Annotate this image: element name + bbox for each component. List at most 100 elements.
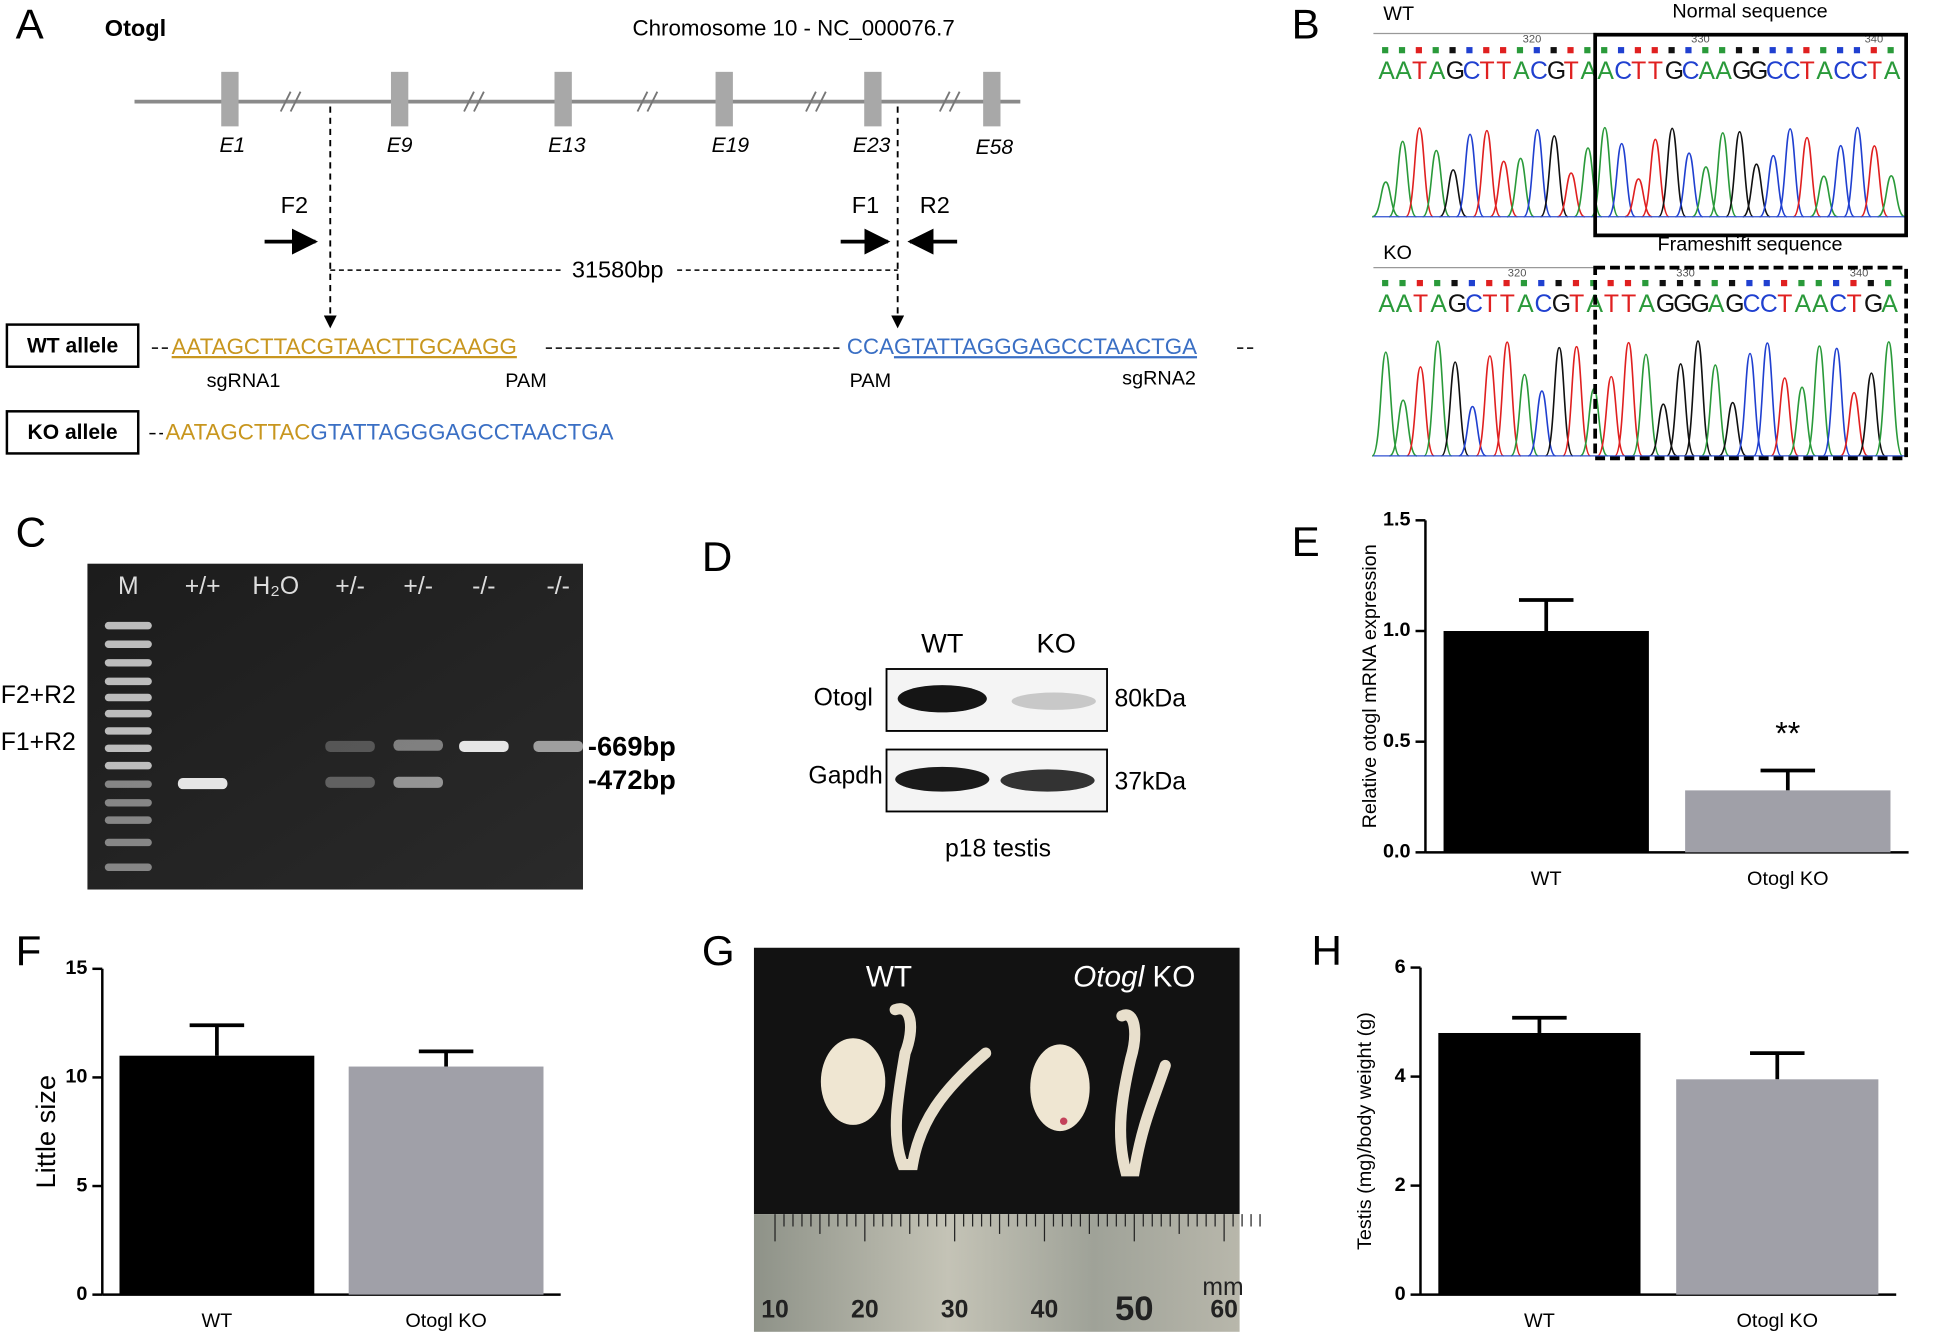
peak	[1475, 355, 1505, 457]
ruler	[753, 1214, 1240, 1332]
band	[177, 778, 228, 790]
base: C	[1743, 290, 1761, 317]
base-dot	[1466, 47, 1473, 54]
base: C	[1682, 57, 1700, 84]
primer-label: F2	[281, 192, 308, 218]
peak	[1596, 375, 1626, 457]
exon	[554, 71, 572, 127]
ladder-band	[104, 799, 152, 807]
base-dot	[1867, 279, 1874, 287]
base-dot	[1601, 47, 1608, 54]
base-dot	[1887, 47, 1894, 54]
peak	[1792, 136, 1822, 218]
weight-label: 80kDa	[1114, 686, 1186, 713]
y-tick-label: 2	[1395, 1174, 1406, 1196]
peak	[1489, 160, 1518, 218]
panel-label: F	[16, 927, 42, 974]
peak	[1421, 149, 1451, 218]
base-dot	[1659, 279, 1666, 287]
base-dot	[1555, 279, 1562, 287]
y-tick-label: 0.5	[1383, 730, 1411, 752]
break-mark	[279, 91, 961, 112]
pam: CCA	[847, 334, 894, 359]
band	[533, 740, 583, 753]
base-dot	[1885, 279, 1892, 287]
lane-labels: M +/+ H₂O +/- +/- -/- -/-	[118, 573, 570, 600]
base-dot	[1398, 47, 1406, 54]
panel-label: C	[16, 508, 46, 555]
peak	[1657, 127, 1687, 218]
peak	[1562, 345, 1591, 457]
base: G	[1446, 57, 1465, 84]
base-dot	[1584, 47, 1591, 54]
band	[1000, 769, 1095, 792]
base-dot	[1486, 279, 1493, 287]
base-dot	[1449, 47, 1456, 54]
peak	[1839, 391, 1869, 457]
base: T	[1496, 57, 1511, 84]
base-dot	[1500, 47, 1507, 54]
trace-label: WT	[1383, 3, 1414, 25]
exon-label: E23	[853, 134, 891, 157]
y-tick-label: 0	[1395, 1283, 1406, 1305]
base: C	[1850, 57, 1868, 84]
base: A	[1795, 290, 1812, 317]
sequence: CCAGTATTAGGGAGCCTAACTGA	[847, 334, 1197, 359]
base: T	[1500, 290, 1515, 317]
base-dot	[1432, 47, 1439, 54]
panel-label: H	[1311, 927, 1341, 974]
base: G	[1732, 57, 1751, 84]
seq-note: PAM	[505, 370, 546, 392]
base-dot	[1651, 47, 1658, 54]
base-dot	[1634, 47, 1641, 54]
sequence-right: GTATTAGGGAGCCTAACTGA	[310, 420, 613, 445]
bar	[348, 1066, 544, 1295]
peak	[1700, 364, 1730, 457]
x-tick-label: WT	[1524, 1310, 1555, 1332]
peak	[1752, 342, 1782, 457]
x-tick-label: Otogl KO	[1737, 1310, 1819, 1332]
exon-label: E13	[548, 134, 586, 157]
base: A	[1639, 290, 1656, 317]
breaks	[279, 91, 961, 112]
base: A	[1396, 290, 1413, 317]
base: T	[1648, 57, 1663, 84]
base: T	[1777, 290, 1792, 317]
allele-box	[5, 410, 140, 455]
position-label: 340	[1850, 268, 1869, 280]
ladder-band	[104, 727, 152, 735]
base: C	[1833, 57, 1851, 84]
base-dot	[1763, 279, 1770, 287]
y-axis-label: Little size	[30, 1075, 61, 1189]
ruler-label: 20	[851, 1296, 879, 1323]
base-dot	[1416, 279, 1423, 287]
band	[325, 776, 375, 788]
base: A	[1816, 57, 1833, 84]
peak	[1666, 363, 1696, 457]
ladder-band	[104, 640, 152, 648]
x-tick-label: Otogl KO	[1747, 868, 1829, 890]
base: A	[1715, 57, 1732, 84]
highlight-box	[1593, 265, 1908, 461]
peak	[1725, 130, 1755, 218]
bar	[1685, 790, 1891, 853]
ruler-label: 50	[1115, 1290, 1154, 1328]
base-dot	[1617, 47, 1625, 54]
peak	[1607, 142, 1637, 218]
base: T	[1482, 290, 1497, 317]
base: A	[1517, 290, 1534, 317]
position-label: 320	[1508, 268, 1527, 280]
allele-label: KO allele	[28, 421, 118, 444]
base: T	[1800, 57, 1815, 84]
peak	[1539, 135, 1569, 218]
group-label: WT	[921, 628, 964, 659]
base: G	[1656, 290, 1675, 317]
base: A	[1881, 290, 1898, 317]
base: T	[1631, 57, 1646, 84]
y-tick-label: 15	[65, 957, 87, 979]
base: G	[1749, 57, 1768, 84]
sequence: AATAGCTTACGTATTAGGGAGCCTAACTGA	[165, 420, 613, 445]
x-tick-label: WT	[201, 1310, 232, 1332]
y-tick-label: 5	[76, 1174, 87, 1196]
base-dot	[1434, 279, 1441, 287]
